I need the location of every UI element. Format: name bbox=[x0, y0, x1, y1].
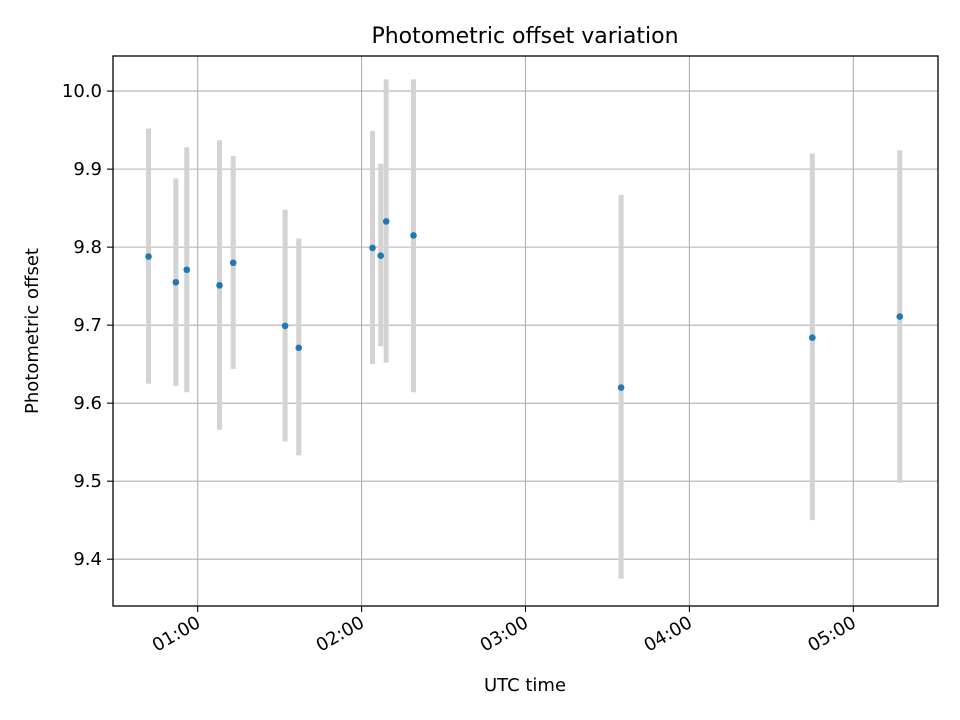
data-point bbox=[183, 266, 191, 274]
data-point bbox=[410, 232, 417, 239]
chart-title: Photometric offset variation bbox=[371, 24, 678, 49]
data-points bbox=[145, 218, 904, 391]
data-point bbox=[172, 278, 180, 286]
y-axis-ticks: 9.4 9.5 9.6 9.7 9.8 9.9 10.0 bbox=[62, 81, 113, 570]
y-tick-label: 9.7 bbox=[73, 315, 102, 336]
data-point bbox=[281, 322, 289, 330]
data-point bbox=[377, 252, 385, 260]
y-tick-label: 9.5 bbox=[73, 471, 102, 492]
data-point bbox=[295, 344, 303, 352]
data-point bbox=[216, 282, 223, 289]
data-point bbox=[896, 313, 904, 320]
data-point bbox=[229, 259, 237, 267]
y-tick-label: 9.9 bbox=[73, 159, 102, 180]
y-tick-label: 9.8 bbox=[73, 237, 102, 258]
data-point bbox=[369, 244, 376, 252]
grid bbox=[113, 56, 938, 606]
y-tick-label: 9.6 bbox=[73, 393, 102, 414]
data-point bbox=[382, 218, 390, 225]
data-point bbox=[617, 384, 625, 391]
data-point bbox=[145, 253, 152, 260]
data-point bbox=[809, 334, 816, 341]
y-tick-label: 9.4 bbox=[73, 549, 102, 570]
x-axis-label: UTC time bbox=[484, 675, 566, 696]
y-tick-label: 10.0 bbox=[62, 81, 102, 102]
y-axis-label: Photometric offset bbox=[22, 248, 43, 414]
